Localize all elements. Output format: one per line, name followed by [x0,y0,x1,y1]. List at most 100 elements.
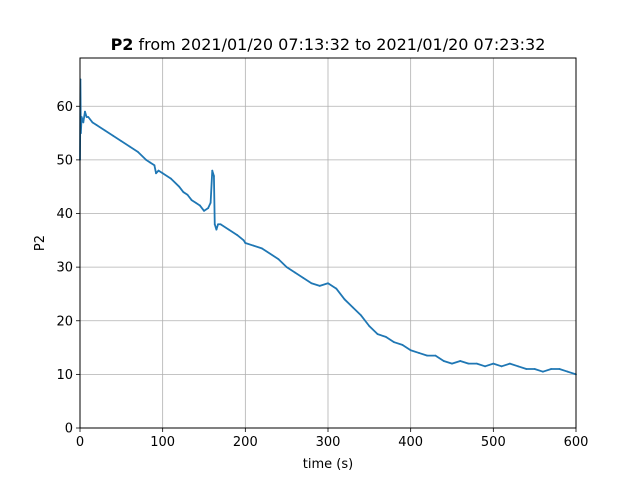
data-point [525,368,528,370]
data-point [244,242,247,244]
data-point [442,360,445,362]
x-tick-label: 0 [76,435,84,450]
data-point [409,349,412,352]
data-point [84,110,86,113]
data-point [310,282,313,285]
data-point [277,258,280,260]
data-point [517,365,520,368]
data-point [550,368,553,370]
series-line [79,78,577,376]
data-point [178,185,181,188]
data-point [459,360,462,362]
data-point [161,172,164,175]
data-point [136,150,139,153]
data-point [145,158,148,161]
data-point [242,239,245,242]
chart-title-rest: from 2021/01/20 07:13:32 to 2021/01/20 0… [133,35,545,54]
data-point [260,247,263,250]
data-point [384,335,387,338]
data-point [170,177,172,180]
data-point [213,223,216,226]
data-point [401,343,404,346]
data-point [360,314,362,317]
y-tick-label: 40 [56,207,73,222]
y-tick-label: 60 [56,100,73,115]
x-tick-label: 200 [233,435,258,450]
data-point [153,164,156,167]
data-point [451,362,453,365]
data-point [157,169,160,172]
data-point [217,223,219,226]
data-point [542,370,544,373]
data-point [533,368,536,370]
data-point [351,306,354,309]
data-point [207,207,210,210]
data-point [112,134,114,137]
x-tick-label: 600 [564,435,589,450]
data-point [198,204,201,207]
data-point [508,362,511,365]
data-point [500,365,503,368]
y-tick-label: 20 [56,314,73,329]
x-tick-label: 300 [316,435,341,450]
data-point [91,121,94,124]
grid [79,58,577,429]
data-point [213,175,215,177]
data-point [434,354,437,357]
ticks: 0 100 200 300 400 500 600 0 10 20 30 40 50 60 [56,100,588,450]
data-point [80,116,83,118]
data-point [302,276,305,279]
data-point [566,370,569,373]
data-point [128,145,131,148]
x-tick-label: 500 [481,435,506,450]
data-point [294,271,296,274]
x-axis-label: time (s) [303,457,353,472]
data-point [182,191,185,193]
data-point [484,365,486,368]
data-point [82,121,85,124]
data-point [285,266,288,269]
y-tick-label: 30 [56,261,73,276]
data-point [186,193,189,196]
data-point [327,282,329,285]
y-tick-label: 50 [56,153,73,168]
data-point [475,362,478,365]
data-point [492,362,495,365]
data-point [335,287,338,290]
data-point [368,325,371,328]
data-point [149,161,152,164]
data-point [227,228,230,231]
data-point [120,140,123,143]
data-point [318,285,321,287]
data-point [426,354,429,357]
y-tick-label: 10 [56,368,73,383]
data-point [209,201,212,204]
data-point [194,201,197,204]
data-point [95,124,98,126]
y-axis-label: P2 [33,235,48,251]
chart-title-bold: P2 [111,35,134,54]
x-tick-label: 400 [398,435,423,450]
data-point [418,352,420,354]
chart-title: P2 from 2021/01/20 07:13:32 to 2021/01/2… [111,35,546,54]
data-point [85,116,88,118]
data-point [215,228,218,231]
data-point [467,362,470,365]
data-point [376,333,379,336]
y-tick-label: 0 [65,422,73,437]
data-point [219,223,222,226]
data-point [87,116,90,118]
data-point [236,234,238,236]
data-point [558,368,561,370]
data-point [211,169,214,172]
data-point [103,129,106,132]
x-tick-label: 100 [150,435,175,450]
data-point [203,209,205,212]
data-point [252,244,255,247]
data-point [155,172,157,175]
data-point [190,199,193,202]
data-point [393,341,396,344]
data-point [343,298,346,301]
